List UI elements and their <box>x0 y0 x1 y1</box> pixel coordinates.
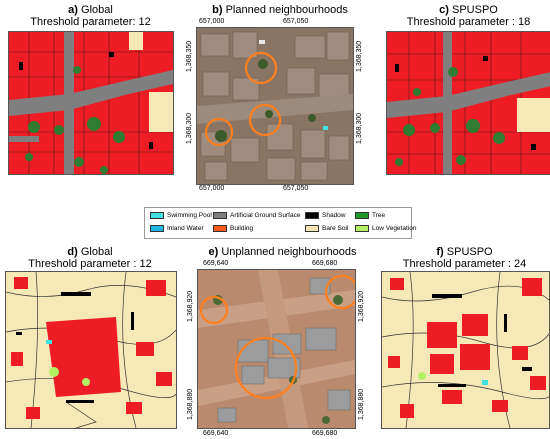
panel-a-letter: a) <box>68 4 78 16</box>
legend-item-bare-soil: Bare Soil <box>305 225 348 232</box>
legend: Swimming Pool Inland Water Artificial Gr… <box>144 207 416 239</box>
b-bottom-tick-1: 657,000 <box>199 185 225 192</box>
panel-d-letter: d) <box>67 246 78 258</box>
legend-swatch <box>305 212 319 219</box>
b-left-tick-1: 1,368,350 <box>186 40 193 72</box>
panel-e-letter: e) <box>208 246 219 258</box>
legend-label: Building <box>230 225 254 232</box>
legend-swatch <box>305 225 319 232</box>
legend-swatch <box>150 212 164 219</box>
map-c-spuspo-planned <box>386 31 550 175</box>
map-e-unplanned-aerial <box>197 269 356 429</box>
legend-label: Low Vegetation <box>372 225 417 232</box>
panel-c-title: c) SPUSPO Threshold parameter : 18 <box>386 4 550 28</box>
map-b-svg <box>197 28 353 184</box>
legend-label: Tree <box>372 212 386 219</box>
b-left-tick-2: 1,368,300 <box>186 112 193 144</box>
panel-a-name: Global <box>81 4 113 16</box>
legend-swatch <box>355 225 369 232</box>
e-bottom-tick-2: 669,680 <box>312 430 338 437</box>
panel-e-title: e) Unplanned neighbourhoods <box>195 246 370 258</box>
b-right-tick-1: 1,368,350 <box>356 40 363 72</box>
e-bottom-tick-1: 669,640 <box>203 430 229 437</box>
b-bottom-tick-2: 657,050 <box>283 185 309 192</box>
e-top-tick-2: 669,680 <box>312 260 338 267</box>
panel-b-letter: b) <box>212 4 223 16</box>
map-f-spuspo-unplanned <box>381 271 550 429</box>
panel-f-name: SPUSPO <box>446 246 493 258</box>
panel-b-name: Planned neighbourhoods <box>225 4 348 16</box>
panel-c-letter: c) <box>439 4 449 16</box>
legend-item-shadow: Shadow <box>305 212 346 219</box>
b-right-tick-2: 1,368,300 <box>356 112 363 144</box>
legend-item-inland-water: Inland Water <box>150 225 204 232</box>
panel-d-name: Global <box>80 246 113 258</box>
e-top-tick-1: 669,640 <box>203 260 229 267</box>
panel-b-title: b) Planned neighbourhoods <box>190 4 370 16</box>
legend-swatch <box>150 225 164 232</box>
legend-item-low-vegetation: Low Vegetation <box>355 225 416 232</box>
panel-a-title: a) Global Threshold parameter: 12 <box>8 4 173 28</box>
e-left-tick-1: 1,368,920 <box>187 290 194 322</box>
map-a-svg <box>9 32 173 174</box>
panel-c-subtitle: Threshold parameter : 18 <box>406 16 531 28</box>
legend-swatch <box>355 212 369 219</box>
map-d-svg <box>6 272 176 428</box>
legend-item-tree: Tree <box>355 212 385 219</box>
panel-c-name: SPUSPO <box>451 4 498 16</box>
legend-label: Inland Water <box>167 225 204 232</box>
panel-f-subtitle: Threshold parameter : 24 <box>402 258 527 270</box>
b-top-tick-1: 657,000 <box>199 18 225 25</box>
legend-swatch <box>213 212 227 219</box>
legend-swatch <box>213 225 227 232</box>
legend-label: Bare Soil <box>322 225 349 232</box>
panel-a-subtitle: Threshold parameter: 12 <box>30 16 151 28</box>
panel-d-title: d) Global Threshold parameter : 12 <box>5 246 175 270</box>
map-b-planned-aerial <box>196 27 354 185</box>
panel-f-title: f) SPUSPO Threshold parameter : 24 <box>381 246 548 270</box>
map-d-global-unplanned <box>5 271 177 429</box>
legend-label: Shadow <box>322 212 346 219</box>
legend-item-artificial-ground: Artificial Ground Surface <box>213 212 300 219</box>
legend-label: Swimming Pool <box>167 212 212 219</box>
map-a-global-planned <box>8 31 174 175</box>
map-c-svg <box>387 32 550 174</box>
e-right-tick-1: 1,368,920 <box>358 290 365 322</box>
panel-f-letter: f) <box>436 246 444 258</box>
panel-e-name: Unplanned neighbourhoods <box>221 246 357 258</box>
panel-d-subtitle: Threshold parameter : 12 <box>28 258 152 270</box>
legend-item-swimming-pool: Swimming Pool <box>150 212 212 219</box>
map-f-svg <box>382 272 549 428</box>
e-left-tick-2: 1,368,880 <box>187 388 194 420</box>
legend-label: Artificial Ground Surface <box>230 212 301 219</box>
legend-item-building: Building <box>213 225 253 232</box>
b-top-tick-2: 657,050 <box>283 18 309 25</box>
e-right-tick-2: 1,368,880 <box>358 388 365 420</box>
map-e-svg <box>198 270 355 428</box>
